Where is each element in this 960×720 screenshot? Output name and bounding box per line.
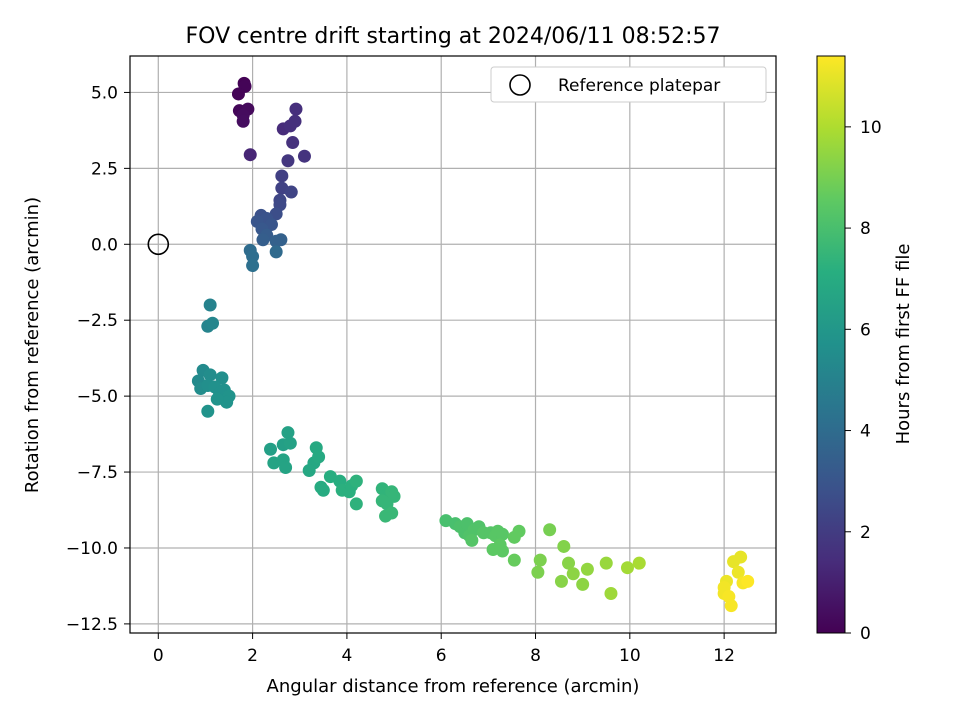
data-point [269,234,283,248]
x-tick-label: 4 [341,646,352,666]
reference-point-marker [147,233,170,256]
x-tick-label: 2 [247,646,258,666]
data-point [264,442,278,456]
data-point [297,149,311,163]
data-point [316,483,330,497]
plot-frame [129,55,777,634]
y-axis-label: Rotation from reference (arcmin) [22,197,43,493]
colorbar-tick-label: 10 [860,118,882,138]
data-point [599,556,613,570]
y-tick-label: −10.0 [66,539,118,559]
data-point [580,562,594,576]
data-point [632,556,646,570]
colorbar-gradient [816,55,846,634]
data-point [210,392,224,406]
data-point [281,426,295,440]
data-point [281,154,295,168]
data-point [562,556,576,570]
data-point [289,102,303,116]
data-point [349,474,363,488]
data-point [275,169,289,183]
legend-label: Reference platepar [558,76,720,96]
data-point [312,450,326,464]
data-point [236,114,250,128]
colorbar-tick-label: 0 [860,624,871,644]
data-point [533,553,547,567]
data-point [507,553,521,567]
x-tick-label: 12 [713,646,735,666]
data-point [246,259,260,273]
x-axis-ticks: 0 2 4 6 8 10 12 [153,633,735,666]
y-tick-label: 2.5 [91,159,118,179]
colorbar-tick-label: 4 [860,422,871,442]
colorbar-tick-label: 8 [860,219,871,239]
data-point [203,298,217,312]
legend-box [490,66,767,103]
data-point [604,587,618,601]
colorbar-tick-label: 2 [860,523,871,543]
data-point [576,577,590,591]
data-point [731,565,745,579]
data-point [557,539,571,553]
y-tick-label: −12.5 [66,615,118,635]
y-axis-ticks: −12.5 −10.0 −7.5 −5.0 −2.5 0.0 2.5 5.0 [66,83,130,635]
data-point [554,574,568,588]
data-point [496,527,510,541]
data-point [531,565,545,579]
data-point [203,368,217,382]
data-point [269,245,283,259]
data-point [246,249,260,263]
data-point [543,523,557,537]
data-point [465,533,479,547]
data-point [201,404,215,418]
legend-open-circle-icon [509,74,531,96]
x-tick-label: 10 [619,646,641,666]
data-point [741,574,755,588]
y-tick-label: 5.0 [91,83,118,103]
chart-title: FOV centre drift starting at 2024/06/11 … [186,24,721,49]
data-point [231,87,245,101]
colorbar-label: Hours from first FF file [893,244,914,445]
data-point [215,371,229,385]
legend: Reference platepar [490,66,767,103]
x-axis-label: Angular distance from reference (arcmin) [267,676,640,697]
colorbar: 0 2 4 6 8 10 Hours from first FF file [816,55,914,644]
y-tick-label: −5.0 [77,387,118,407]
data-point [349,497,363,511]
data-point [379,509,393,523]
data-point [206,316,220,330]
grid-lines [130,56,776,633]
data-point [288,114,302,128]
data-point [256,233,270,247]
data-point [283,436,297,450]
x-tick-label: 8 [530,646,541,666]
data-point [284,185,298,199]
data-point [734,550,748,564]
x-tick-label: 0 [153,646,164,666]
data-point [286,136,300,150]
y-tick-label: −7.5 [77,463,118,483]
data-points [191,76,755,613]
data-point [279,460,293,474]
data-point [620,561,634,575]
colorbar-tick-label: 6 [860,320,871,340]
data-point [493,538,507,552]
data-point [302,464,316,478]
data-point [243,148,257,162]
data-point [566,567,580,581]
y-tick-label: −2.5 [77,311,118,331]
x-tick-label: 6 [436,646,447,666]
data-point [724,599,738,613]
y-tick-label: 0.0 [91,235,118,255]
data-point [512,524,526,538]
colorbar-ticks: 0 2 4 6 8 10 [845,118,882,644]
